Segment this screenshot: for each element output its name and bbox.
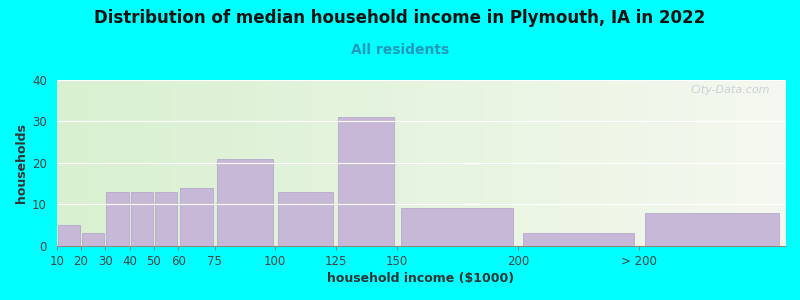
Y-axis label: households: households [15, 123, 28, 203]
Bar [179, 188, 213, 246]
Bar [645, 213, 779, 246]
Bar [82, 233, 104, 246]
X-axis label: household income ($1000): household income ($1000) [327, 272, 514, 285]
Bar [155, 192, 177, 246]
Bar [278, 192, 334, 246]
Bar [106, 192, 129, 246]
Bar [58, 225, 80, 246]
Bar [523, 233, 634, 246]
Bar [338, 117, 394, 246]
Text: City-Data.com: City-Data.com [691, 85, 770, 95]
Text: Distribution of median household income in Plymouth, IA in 2022: Distribution of median household income … [94, 9, 706, 27]
Bar [217, 159, 273, 246]
Text: All residents: All residents [351, 44, 449, 58]
Bar [130, 192, 153, 246]
Bar [402, 208, 513, 246]
